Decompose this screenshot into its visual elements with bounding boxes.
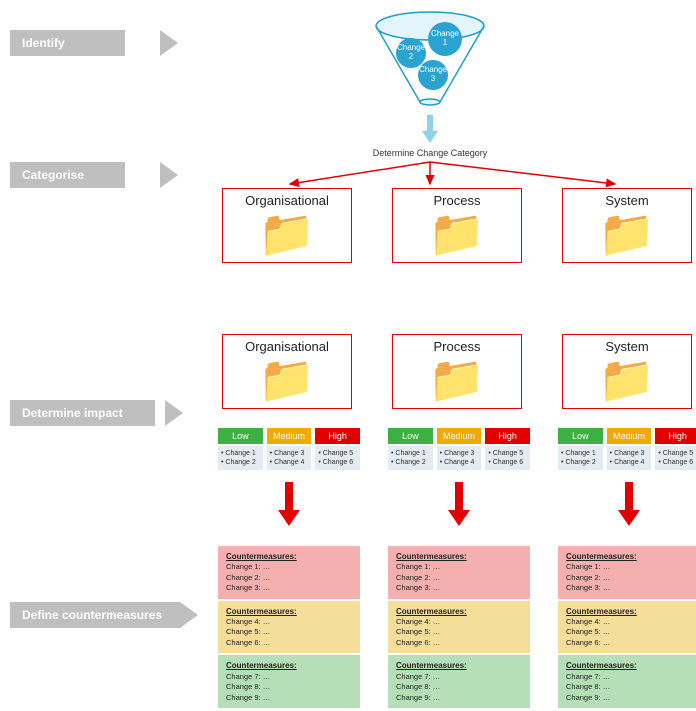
- folder-title: System: [563, 193, 691, 208]
- impact-level-high: High: [485, 428, 530, 444]
- impact-column: LowMediumHigh• Change 1• Change 2• Chang…: [218, 428, 360, 539]
- countermeasure-block: Countermeasures:Change 4: …Change 5: …Ch…: [218, 601, 360, 654]
- impact-level-low: Low: [218, 428, 263, 444]
- stage-identify-arrow: [160, 30, 178, 56]
- folder-icon: 📁: [563, 356, 691, 402]
- folder-title: Organisational: [223, 193, 351, 208]
- countermeasure-block: Countermeasures:Change 1: …Change 2: …Ch…: [218, 546, 360, 599]
- stage-define-arrow: [180, 602, 198, 628]
- stage-identify: Identify: [10, 30, 125, 56]
- category-arrows: [220, 160, 680, 188]
- folder-icon: 📁: [223, 356, 351, 402]
- impact-level-high: High: [655, 428, 696, 444]
- folder-system-2: System 📁: [562, 334, 692, 409]
- countermeasure-block: Countermeasures:Change 4: …Change 5: …Ch…: [388, 601, 530, 654]
- impact-cell: • Change 1• Change 2: [218, 446, 263, 470]
- impact-level-medium: Medium: [437, 428, 482, 444]
- countermeasure-block: Countermeasures:Change 1: …Change 2: …Ch…: [388, 546, 530, 599]
- impact-level-high: High: [315, 428, 360, 444]
- countermeasures-column: Countermeasures:Change 1: …Change 2: …Ch…: [388, 546, 530, 710]
- folder-system: System 📁: [562, 188, 692, 263]
- funnel-down-arrow: [422, 115, 438, 145]
- impact-column: LowMediumHigh• Change 1• Change 2• Chang…: [558, 428, 696, 539]
- impact-level-low: Low: [388, 428, 433, 444]
- down-arrow-icon: [218, 482, 360, 531]
- countermeasure-block: Countermeasures:Change 7: …Change 8: …Ch…: [388, 655, 530, 708]
- down-arrow-icon: [388, 482, 530, 531]
- countermeasure-block: Countermeasures:Change 7: …Change 8: …Ch…: [218, 655, 360, 708]
- stage-define-counter: Define countermeasures: [10, 602, 180, 628]
- category-row-1: Organisational 📁 Process 📁 System 📁: [222, 188, 692, 263]
- countermeasures-row: Countermeasures:Change 1: …Change 2: …Ch…: [218, 546, 696, 710]
- impact-cell: • Change 5• Change 6: [485, 446, 530, 470]
- stage-determine-arrow: [165, 400, 183, 426]
- stage-categorise-arrow: [160, 162, 178, 188]
- impact-cell: • Change 3• Change 4: [607, 446, 652, 470]
- impact-cell: • Change 3• Change 4: [267, 446, 312, 470]
- impact-grid: LowMediumHigh• Change 1• Change 2• Chang…: [218, 428, 696, 539]
- folder-icon: 📁: [563, 210, 691, 256]
- impact-cell: • Change 1• Change 2: [558, 446, 603, 470]
- impact-cell: • Change 5• Change 6: [655, 446, 696, 470]
- stage-categorise: Categorise: [10, 162, 125, 188]
- down-arrow-icon: [558, 482, 696, 531]
- stage-determine-impact: Determine impact: [10, 400, 155, 426]
- impact-column: LowMediumHigh• Change 1• Change 2• Chang…: [388, 428, 530, 539]
- change-circle-3: Change 3: [418, 60, 448, 90]
- impact-cell: • Change 3• Change 4: [437, 446, 482, 470]
- determine-category-label: Determine Change Category: [350, 148, 510, 158]
- folder-icon: 📁: [393, 210, 521, 256]
- folder-title: System: [563, 339, 691, 354]
- countermeasure-block: Countermeasures:Change 1: …Change 2: …Ch…: [558, 546, 696, 599]
- countermeasures-column: Countermeasures:Change 1: …Change 2: …Ch…: [558, 546, 696, 710]
- folder-process: Process 📁: [392, 188, 522, 263]
- folder-icon: 📁: [223, 210, 351, 256]
- folder-icon: 📁: [393, 356, 521, 402]
- category-row-2: Organisational 📁 Process 📁 System 📁: [222, 334, 692, 409]
- folder-title: Process: [393, 339, 521, 354]
- change-circle-1: Change 1: [428, 22, 462, 56]
- folder-title: Process: [393, 193, 521, 208]
- countermeasure-block: Countermeasures:Change 7: …Change 8: …Ch…: [558, 655, 696, 708]
- impact-cell: • Change 1• Change 2: [388, 446, 433, 470]
- impact-level-medium: Medium: [267, 428, 312, 444]
- impact-level-medium: Medium: [607, 428, 652, 444]
- funnel: Change 1 Change 2 Change 3: [370, 10, 490, 130]
- countermeasures-column: Countermeasures:Change 1: …Change 2: …Ch…: [218, 546, 360, 710]
- folder-organisational-2: Organisational 📁: [222, 334, 352, 409]
- impact-level-low: Low: [558, 428, 603, 444]
- folder-process-2: Process 📁: [392, 334, 522, 409]
- countermeasure-block: Countermeasures:Change 4: …Change 5: …Ch…: [558, 601, 696, 654]
- folder-organisational: Organisational 📁: [222, 188, 352, 263]
- folder-title: Organisational: [223, 339, 351, 354]
- impact-cell: • Change 5• Change 6: [315, 446, 360, 470]
